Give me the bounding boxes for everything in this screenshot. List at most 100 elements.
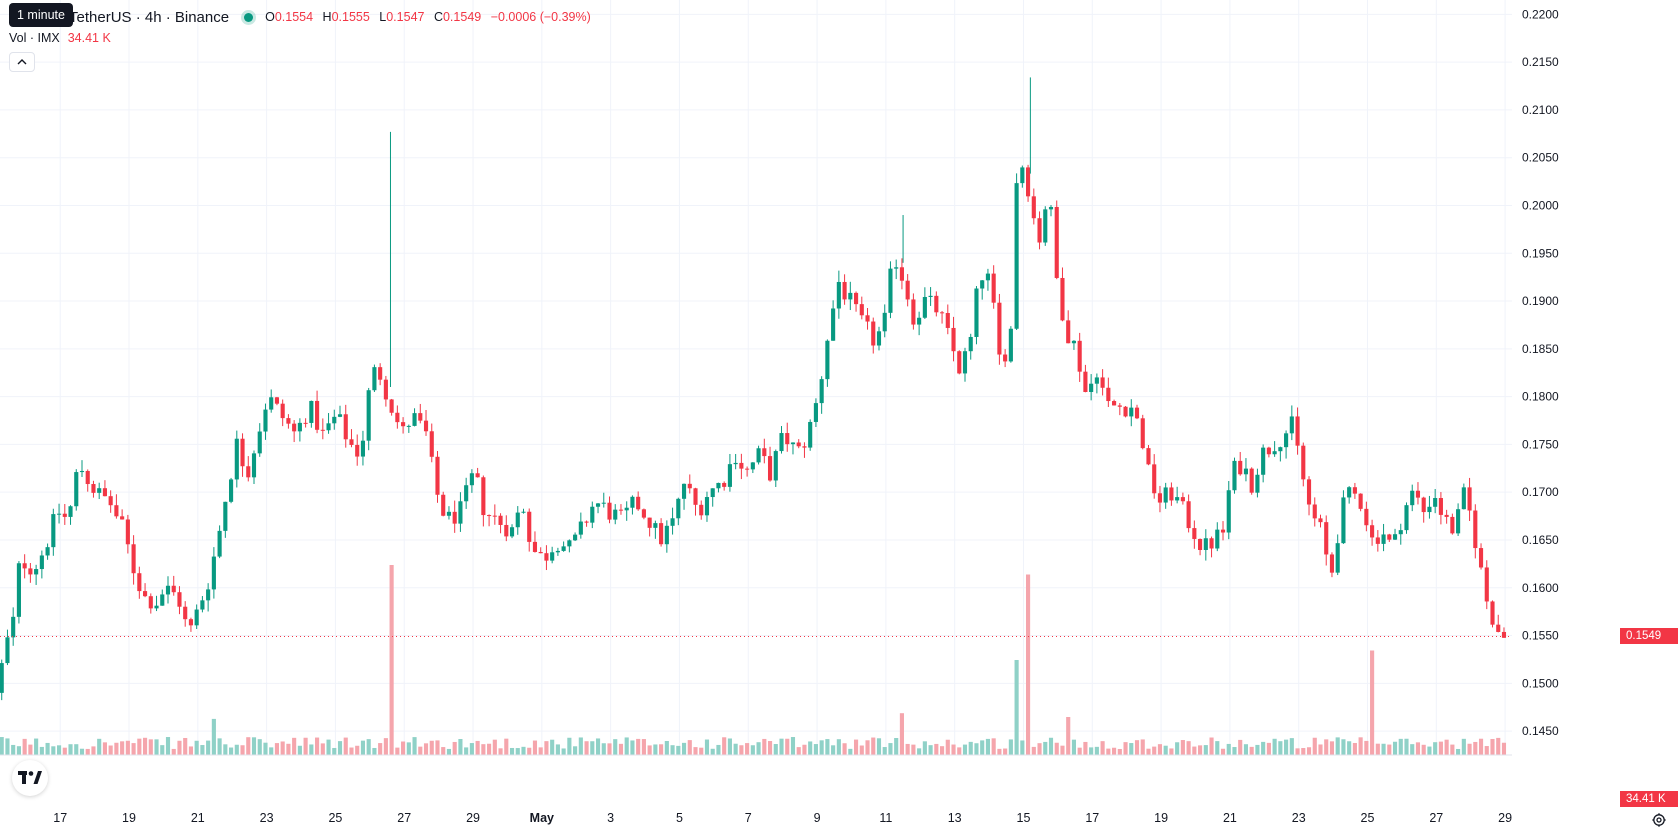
volume-bar <box>1398 738 1403 755</box>
candle-body <box>1352 487 1357 494</box>
candle-body <box>97 488 102 493</box>
collapse-legend-button[interactable] <box>9 52 35 72</box>
volume-bar <box>211 718 216 755</box>
gear-icon[interactable] <box>1650 811 1668 829</box>
candle-body <box>487 515 492 517</box>
volume-bar <box>1054 742 1059 755</box>
candle-body <box>710 488 715 498</box>
volume-bar <box>372 747 377 755</box>
volume-bar <box>1220 748 1226 755</box>
volume-bar <box>332 747 337 755</box>
time-tick-label: 21 <box>191 811 205 825</box>
candle-body <box>853 292 859 305</box>
volume-bar <box>85 748 90 755</box>
candle-body <box>372 367 377 391</box>
candle-body <box>1031 196 1036 219</box>
candle-body <box>704 497 710 516</box>
volume-bar <box>1496 737 1501 755</box>
volume-bar <box>395 747 400 755</box>
volume-bar <box>681 742 687 755</box>
candle-body <box>1198 538 1203 550</box>
candle-body <box>1467 487 1472 511</box>
price-tick-label: 0.2150 <box>1522 55 1559 69</box>
volume-bar <box>515 748 520 755</box>
volume-bar <box>848 748 853 755</box>
candle-body <box>538 551 543 554</box>
candle-body <box>1255 474 1260 493</box>
candle-body <box>429 431 434 457</box>
volume-bar <box>1341 739 1346 755</box>
volume-bar <box>613 739 618 755</box>
candle-body <box>269 397 274 410</box>
chevron-up-icon <box>17 59 27 65</box>
candle-body <box>767 456 773 481</box>
volume-bar <box>1266 742 1271 755</box>
candle-body <box>1089 383 1094 392</box>
volume-bar <box>125 740 130 755</box>
volume-bar <box>1100 741 1105 755</box>
volume-bar <box>578 737 583 755</box>
candle-body <box>79 470 85 473</box>
candle-body <box>383 379 388 400</box>
volume-bar <box>401 741 406 755</box>
candle-body <box>389 399 394 413</box>
candle-body <box>647 517 652 528</box>
candle-body <box>1100 377 1105 388</box>
candle-body <box>257 431 262 454</box>
candle-body <box>567 540 572 547</box>
volume-bar <box>131 743 136 755</box>
volume-bar <box>1456 748 1461 755</box>
candle-body <box>836 281 841 309</box>
candle-body <box>469 473 474 486</box>
candle-body <box>504 524 509 537</box>
tradingview-logo-icon[interactable] <box>12 760 48 796</box>
candle-body <box>928 295 933 297</box>
candle-body <box>905 280 910 300</box>
volume-bar <box>1152 746 1157 755</box>
volume-bar <box>251 737 257 755</box>
volume-bar <box>297 745 302 755</box>
candle-body <box>297 422 302 432</box>
candle-body <box>962 351 968 374</box>
candle-body <box>39 555 44 570</box>
price-tick-label: 0.2050 <box>1522 151 1559 165</box>
candle-body <box>183 606 188 620</box>
candle-body <box>1123 406 1128 417</box>
volume-bar <box>928 745 933 755</box>
candle-body <box>1324 522 1329 555</box>
candle-body <box>1186 501 1191 529</box>
volume-bar <box>888 743 893 755</box>
volume-bar <box>1478 738 1484 755</box>
volume-bar <box>378 743 383 755</box>
volume-bar <box>1450 744 1455 755</box>
volume-bar <box>1438 741 1443 755</box>
market-status-icon[interactable] <box>239 8 257 26</box>
volume-label[interactable]: Vol · IMX <box>9 31 60 45</box>
volume-bar <box>1461 738 1466 755</box>
volume-bar <box>521 746 526 755</box>
volume-bar <box>842 743 847 755</box>
volume-bar <box>750 745 755 755</box>
time-axis[interactable]: 17 19 21 23 25 27 29 May 3 5 7 9 11 13 15 17 19 21 23 25 27 2… <box>0 754 1512 825</box>
volume-bar <box>659 744 664 755</box>
candle-body <box>211 556 216 590</box>
price-axis[interactable]: 0.2200 0.2150 0.2100 0.2050 0.2000 0.1950 0.19… <box>1512 0 1678 835</box>
volume-bar <box>1243 744 1249 755</box>
candle-body <box>1272 451 1277 455</box>
candle-body <box>1358 493 1363 509</box>
volume-bar <box>16 746 21 755</box>
candle-body <box>1220 529 1226 533</box>
symbol-title[interactable]: TetherUS · 4h · Binance <box>69 8 230 26</box>
volume-bar <box>315 737 320 755</box>
candle-body <box>1364 508 1369 526</box>
candle-body <box>274 397 280 404</box>
candle-body <box>756 448 761 463</box>
candle-body <box>332 416 337 424</box>
time-tick-label: 11 <box>879 811 892 825</box>
candle-body <box>1157 493 1163 503</box>
volume-bar <box>1364 740 1369 755</box>
last-price-badge: 0.1549 <box>1620 628 1678 645</box>
volume-bar <box>177 740 182 755</box>
time-tick-label: 9 <box>814 811 821 825</box>
